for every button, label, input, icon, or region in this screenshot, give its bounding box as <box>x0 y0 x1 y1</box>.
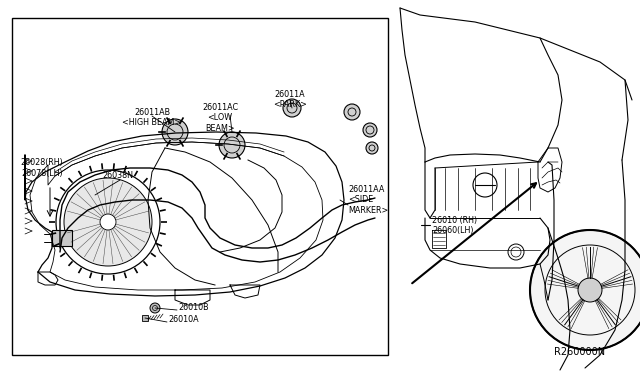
Text: 26010 (RH): 26010 (RH) <box>432 215 477 224</box>
Circle shape <box>219 132 245 158</box>
Circle shape <box>363 123 377 137</box>
Circle shape <box>344 104 360 120</box>
Circle shape <box>578 278 602 302</box>
Circle shape <box>150 303 160 313</box>
Text: 26028(RH)
26078(LH): 26028(RH) 26078(LH) <box>20 158 63 178</box>
Text: R260000N: R260000N <box>554 347 605 357</box>
Circle shape <box>64 178 152 266</box>
Text: 26038N: 26038N <box>102 170 134 180</box>
Bar <box>142 315 148 321</box>
Text: 26011AA
<SIDE
MARKER>: 26011AA <SIDE MARKER> <box>348 185 388 215</box>
FancyBboxPatch shape <box>52 230 72 246</box>
Text: 26060(LH): 26060(LH) <box>432 225 474 234</box>
Text: 26010A: 26010A <box>168 315 198 324</box>
Text: 26011A
<PARK>: 26011A <PARK> <box>273 90 307 109</box>
Text: 26010B: 26010B <box>178 304 209 312</box>
Bar <box>12 18 388 355</box>
Text: 26011AB
<HIGH BEAM>: 26011AB <HIGH BEAM> <box>122 108 182 127</box>
Circle shape <box>100 214 116 230</box>
Circle shape <box>530 230 640 350</box>
Circle shape <box>162 119 188 145</box>
Circle shape <box>366 142 378 154</box>
Text: 26011AC
<LOW
BEAM>: 26011AC <LOW BEAM> <box>202 103 238 133</box>
Circle shape <box>283 99 301 117</box>
